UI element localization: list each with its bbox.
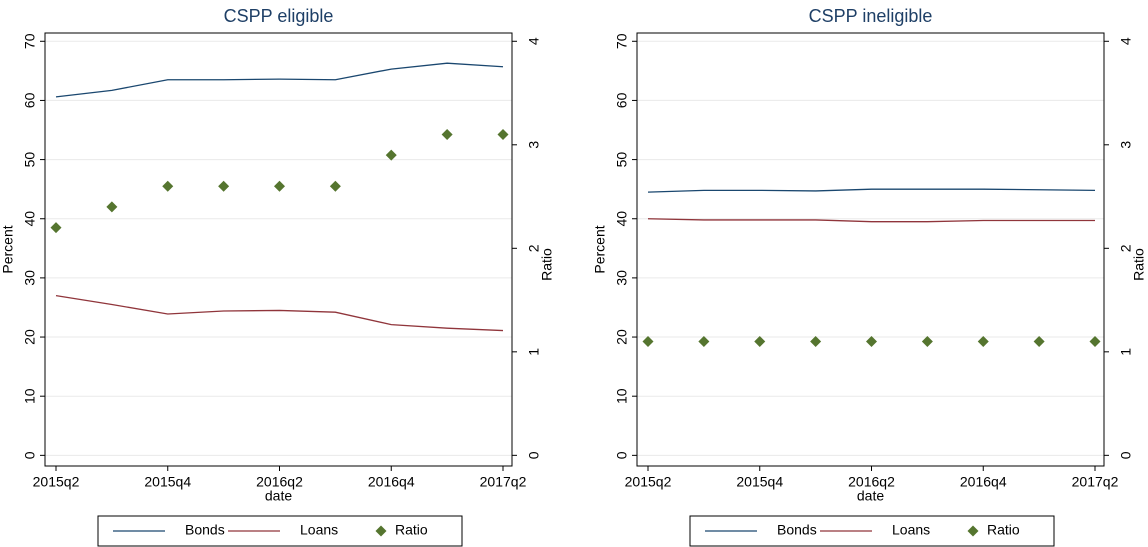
x-axis-label: date [265,488,292,504]
x-tick-label: 2015q4 [144,474,191,490]
panel: CSPP ineligible 0 10 20 30 40 50 60 70 0 1 2 3 4 Perce… [592,6,1147,547]
series-marker [385,149,397,161]
series-line [55,294,504,332]
y2-tick-label: 2 [526,244,542,252]
y-tick-label: 30 [22,270,38,286]
x-tick-label: 2015q2 [33,474,80,490]
x-tick-label: 2016q2 [848,474,895,490]
series-marker [810,335,822,347]
x-tick-label: 2016q2 [256,474,303,490]
plot-frame [636,32,1105,467]
legend-label: Ratio [987,522,1020,538]
chart-title: CSPP ineligible [809,6,933,26]
x-tick-label: 2015q4 [736,474,783,490]
y-axis-label: Percent [592,225,608,273]
panel: CSPP eligible 0 10 20 30 40 50 60 70 0 1 2 3 4 Percent… [0,6,555,547]
y2-tick-label: 0 [526,451,542,459]
series-marker [1033,335,1045,347]
x-tick-label: 2016q4 [368,474,415,490]
y2-tick-label: 1 [1118,348,1134,356]
y-tick-label: 50 [22,152,38,168]
y2-tick-label: 2 [1118,244,1134,252]
y-tick-label: 40 [22,211,38,227]
series-marker [218,180,230,192]
legend-label: Loans [300,522,338,538]
y2-tick-label: 4 [1118,37,1134,45]
y-tick-label: 0 [614,451,630,459]
y-tick-label: 60 [614,92,630,108]
series-marker [754,335,766,347]
series-marker [497,128,509,140]
series-marker [866,335,877,347]
x-axis-label: date [857,488,884,504]
plot-frame [44,32,513,467]
y2-tick-label: 4 [526,37,542,45]
y2-tick-label: 3 [1118,141,1134,149]
y-tick-label: 70 [22,33,38,49]
y-tick-label: 0 [22,451,38,459]
y-tick-label: 50 [614,152,630,168]
x-tick-label: 2017q2 [480,474,527,490]
y-tick-label: 20 [614,329,630,345]
series-marker [106,201,118,213]
y-tick-label: 10 [22,388,38,404]
y-tick-label: 70 [614,33,630,49]
legend-label: Ratio [395,522,428,538]
legend-swatch [967,525,979,537]
series-marker [329,180,341,192]
legend-label: Bonds [777,522,817,538]
series-marker [698,335,710,347]
series-marker [162,180,174,192]
series-marker [441,128,453,140]
chart-title: CSPP eligible [224,6,334,26]
series-marker [642,335,654,347]
series-line [647,188,1096,193]
series-marker [977,335,989,347]
legend-label: Bonds [185,522,225,538]
series-line [55,62,504,98]
series-marker [50,222,62,234]
y-tick-label: 30 [614,270,630,286]
y2-tick-label: 1 [526,348,542,356]
y-tick-label: 40 [614,211,630,227]
series-marker [921,335,933,347]
series-line [647,218,1095,223]
y-tick-label: 60 [22,92,38,108]
legend-swatch [375,525,387,537]
y-axis-label: Percent [0,225,16,273]
legend-label: Loans [892,522,930,538]
series-marker [1089,335,1101,347]
y2-axis-label: Ratio [1131,248,1147,281]
x-tick-label: 2015q2 [625,474,672,490]
x-tick-label: 2016q4 [960,474,1007,490]
y2-axis-label: Ratio [539,248,555,281]
x-tick-label: 2017q2 [1072,474,1119,490]
y2-tick-label: 3 [526,141,542,149]
y-tick-label: 20 [22,329,38,345]
y2-tick-label: 0 [1118,451,1134,459]
y-tick-label: 10 [614,388,630,404]
series-marker [274,180,285,192]
